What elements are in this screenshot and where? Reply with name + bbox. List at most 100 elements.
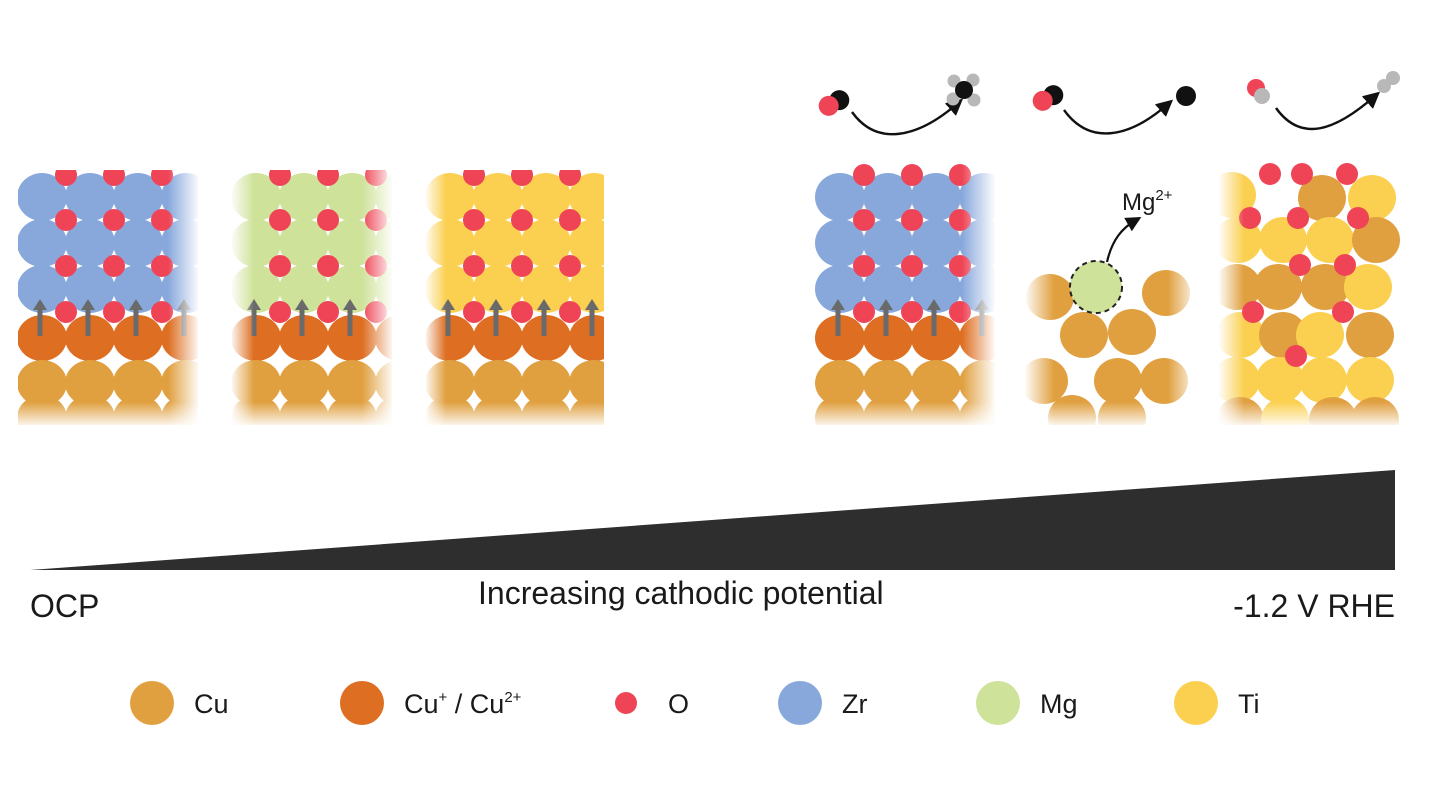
o-atom [1242,301,1264,323]
ch4-molecule [946,73,981,107]
o-atom [151,255,173,277]
legend-swatch [340,681,384,725]
co-molecule [1032,85,1064,111]
panel-mg-ocp [232,170,392,425]
oxide-atom [18,219,67,267]
segregation-arrow [879,299,893,336]
cu-oxide-atom [279,315,329,361]
segregation-arrow [831,299,845,336]
oxide-atom [113,173,163,221]
oxide-atom [18,173,67,221]
oxide-atom [113,265,163,313]
o-atom [1347,207,1369,229]
o-atom [317,170,339,186]
o-atom [559,209,581,231]
panel-mg-leached [1025,255,1195,425]
legend-label: O [668,689,689,719]
lattice-panels [18,160,1403,425]
cu-atom [279,360,329,406]
legend-swatch [976,681,1020,725]
o-atom [511,255,533,277]
o-atom [853,255,875,277]
oxide-atom [815,173,865,221]
o-atom [55,255,77,277]
cu-oxide-atom [521,315,571,361]
o-atom [1291,163,1313,185]
legend-label: Mg [1040,689,1078,719]
cu-atom [65,360,115,406]
o-atom [103,255,125,277]
panel-ti-mixed [1218,160,1403,425]
o-atom [1285,345,1307,367]
o-atom [511,170,533,186]
cu-atom [18,360,67,406]
ti-atom [1296,312,1344,358]
cu-atom [911,360,961,406]
mg-leaching-arrow [1105,216,1142,263]
segregation-arrow [391,308,392,310]
oxide-atom [521,173,571,221]
o-atom [463,209,485,231]
cu-atom [521,360,571,406]
carbon-product [1176,86,1196,106]
legend-item-zr: Zr [778,681,867,725]
o-atom [1336,163,1358,185]
legend-label: Cu+ / Cu2+ [404,689,522,719]
o-atom [103,170,125,186]
oxide-atom [473,265,523,313]
oxide-atom [815,219,865,267]
cu-atom [113,360,163,406]
o-atom [317,209,339,231]
o-atom [1332,301,1354,323]
legend-item-ti: Ti [1174,681,1260,725]
legend-label: Zr [842,689,867,719]
segregation-arrow [927,299,941,336]
oxide-atom [863,219,913,267]
oxide-atom [863,173,913,221]
oxide-atom [569,173,604,221]
cu-atom [815,360,865,406]
legend-swatch [1174,681,1218,725]
segregation-arrow [295,299,309,336]
cu-oxide-atom [18,315,67,361]
oxide-atom [815,265,865,313]
o-atom [103,209,125,231]
o-atom [317,301,339,323]
cu-atom [1254,264,1302,310]
o-atom [463,170,485,186]
o-atom [511,301,533,323]
o-atom [55,301,77,323]
legend: Cu Cu+ / Cu2+ O Zr Mg Ti [130,681,1260,725]
o-atom [901,164,923,186]
h2-product [1377,71,1400,93]
cu-atom [863,360,913,406]
legend-swatch [130,681,174,725]
oxide-atom [911,219,961,267]
cu-oxide-atom [569,315,604,361]
reaction-arrow-mg [1063,99,1174,135]
o-atom [55,209,77,231]
legend-label: Ti [1238,689,1260,719]
cu-oxide-atom [863,315,913,361]
potential-wedge [30,470,1395,570]
mg-leaching-annotation: Mg2+ [1069,187,1173,314]
ocp-label: OCP [30,588,99,624]
o-atom [559,255,581,277]
o-atom [269,301,291,323]
o-atom [1289,254,1311,276]
cu-atom [473,360,523,406]
reaction-molecules [818,71,1400,136]
legend-swatch [778,681,822,725]
segregation-arrow [343,299,357,336]
oxide-atom [279,219,329,267]
oxide-atom [911,173,961,221]
o-atom [269,170,291,186]
mg-vacancy-circle [1069,260,1123,314]
segregation-arrow [33,299,47,336]
cu-atom [1060,312,1108,358]
o-atom [151,301,173,323]
cu-oxide-atom [815,315,865,361]
segregation-arrow [129,299,143,336]
potential-axis-label: Increasing cathodic potential [478,575,884,611]
